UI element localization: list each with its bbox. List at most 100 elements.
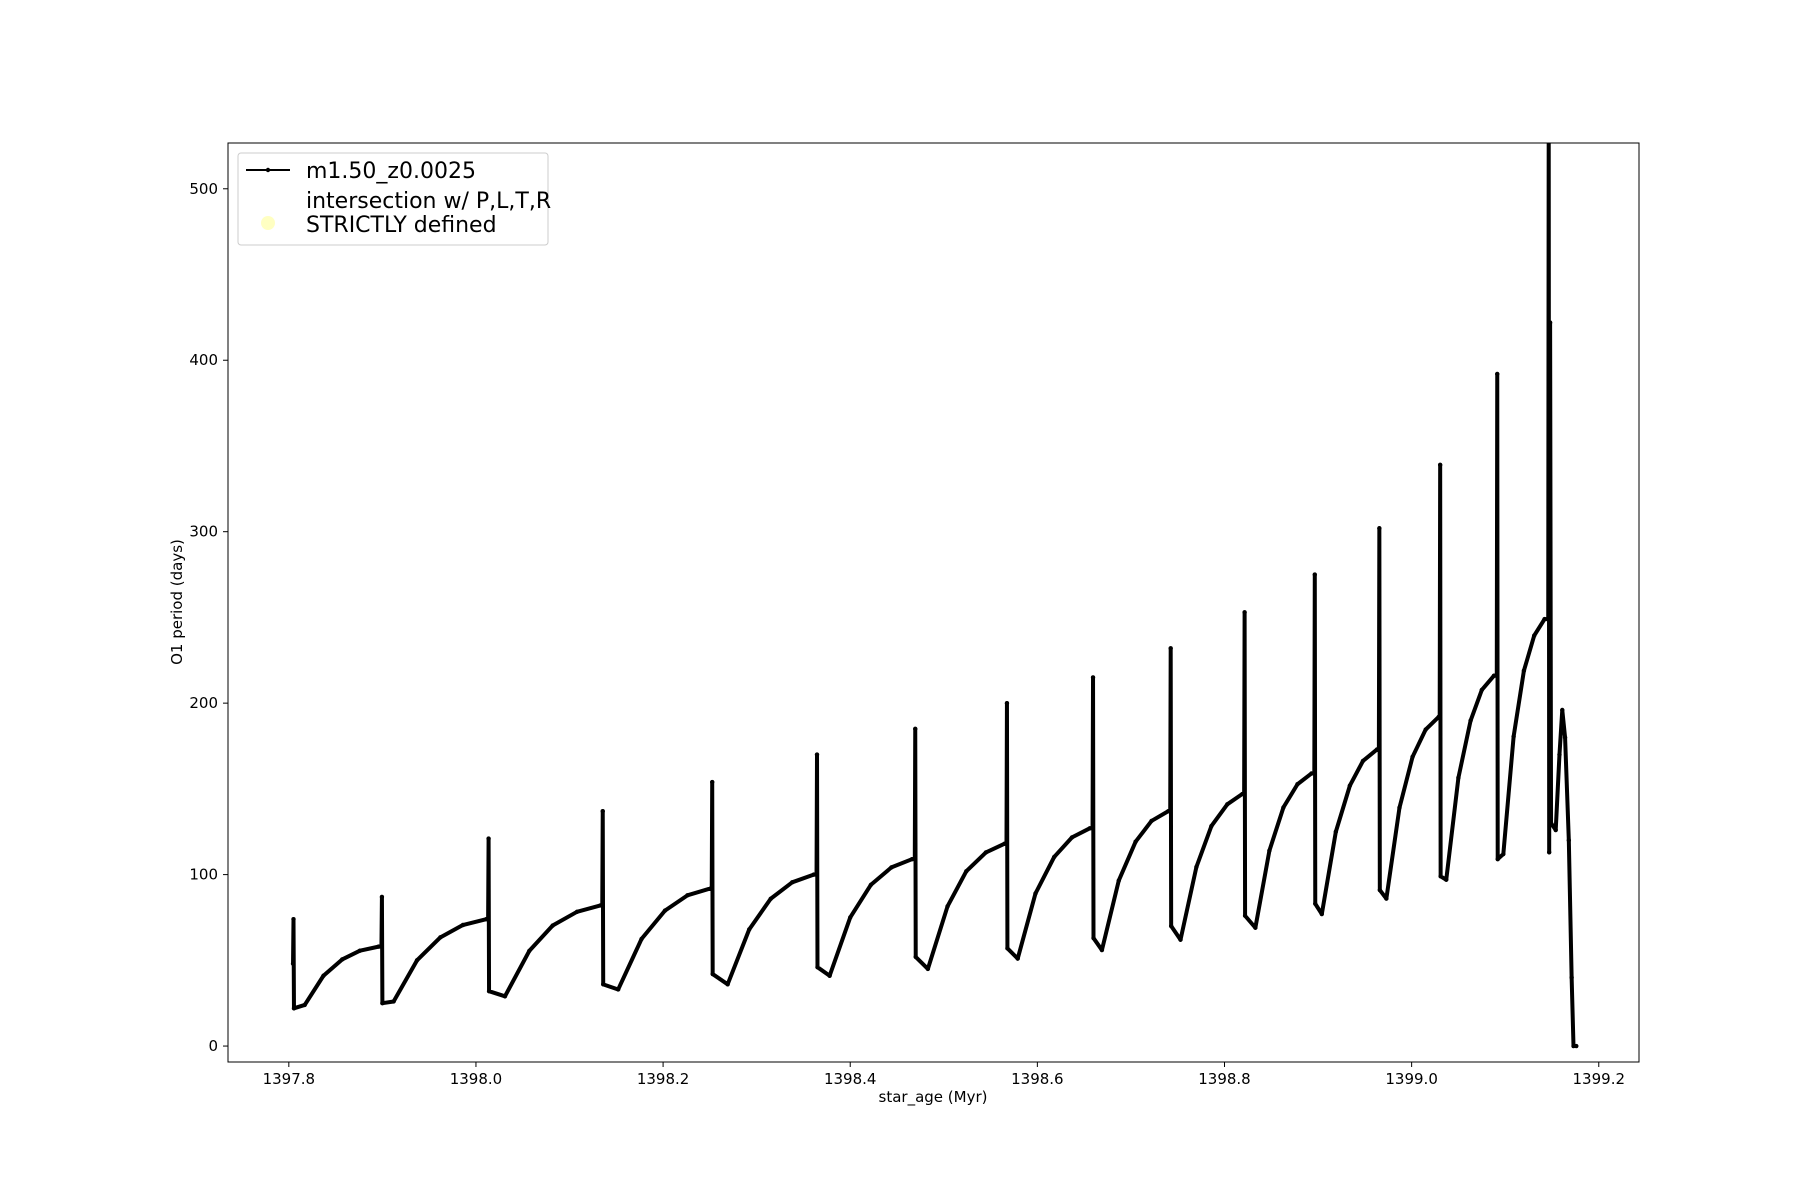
data-point: [709, 886, 714, 891]
data-point: [1560, 707, 1565, 713]
data-point: [1423, 727, 1428, 732]
data-point: [1376, 747, 1382, 752]
data-point: [1546, 616, 1551, 622]
data-point: [814, 752, 820, 757]
data-point: [1099, 947, 1105, 953]
data-point: [1479, 687, 1485, 693]
data-point: [601, 982, 606, 987]
data-point: [848, 915, 853, 920]
legend-box: [237, 152, 549, 246]
data-point: [889, 865, 894, 870]
data-point: [1312, 771, 1317, 776]
legend-label: intersection w/ P,L,T,R STRICTLY defined: [306, 189, 551, 238]
y-tick-label: 300: [189, 523, 218, 541]
x-axis-label: star_age (Myr): [879, 1088, 988, 1107]
x-tick-label: 1398.2: [637, 1070, 690, 1088]
x-tick-label: 1398.4: [824, 1070, 877, 1088]
data-point: [379, 894, 385, 900]
data-point: [1033, 891, 1038, 896]
data-point: [1574, 1043, 1579, 1049]
x-tick-label: 1398.8: [1198, 1070, 1251, 1088]
data-point: [1521, 668, 1527, 673]
data-point: [1397, 805, 1402, 810]
data-point: [1495, 856, 1500, 862]
data-point: [1501, 851, 1506, 857]
data-point: [1511, 734, 1516, 739]
y-tick-label: 500: [189, 180, 218, 198]
data-point: [615, 987, 621, 992]
data-point: [1004, 841, 1009, 846]
data-point: [662, 908, 668, 913]
data-point: [1209, 823, 1214, 829]
data-point: [600, 808, 605, 814]
data-point: [1194, 864, 1199, 870]
data-point: [768, 896, 773, 901]
y-tick-label: 200: [189, 694, 218, 712]
data-point: [574, 909, 580, 915]
data-point: [1494, 673, 1499, 678]
data-point: [746, 927, 752, 932]
data-point: [1116, 878, 1121, 883]
data-point: [925, 966, 931, 972]
data-point: [1241, 791, 1247, 797]
data-point: [600, 903, 605, 908]
data-point: [485, 916, 491, 922]
data-point: [725, 982, 730, 987]
data-point: [1225, 802, 1230, 807]
x-tick-label: 1397.8: [263, 1070, 316, 1088]
plot-area: [290, 143, 1579, 1049]
data-point: [1333, 829, 1339, 834]
data-point: [1253, 925, 1258, 930]
data-point: [1090, 826, 1095, 831]
y-axis-label: O1 period (days): [168, 539, 186, 665]
data-point: [1437, 462, 1443, 468]
data-point: [1005, 946, 1010, 951]
data-point: [1090, 675, 1096, 680]
data-point: [1242, 913, 1248, 918]
data-point: [1532, 633, 1537, 638]
data-point: [1242, 610, 1247, 615]
data-point: [913, 726, 918, 732]
data-point: [1281, 805, 1286, 810]
legend-label: m1.50_z0.0025: [306, 159, 476, 184]
data-point: [827, 973, 832, 978]
data-point: [460, 922, 466, 928]
data-point: [1557, 752, 1562, 757]
data-point: [414, 958, 420, 963]
data-point: [502, 994, 508, 999]
data-point: [815, 964, 820, 970]
y-tick-label: 400: [189, 351, 218, 369]
data-point: [1562, 735, 1568, 740]
data-point: [486, 988, 492, 994]
data-point: [868, 882, 874, 888]
x-tick-label: 1399.2: [1573, 1070, 1626, 1088]
data-point: [380, 1000, 385, 1006]
legend-marker: [265, 167, 271, 173]
data-point: [1052, 854, 1057, 860]
data-point: [1312, 572, 1317, 577]
data-point: [1410, 754, 1415, 760]
data-point: [1015, 956, 1020, 961]
data-point: [438, 935, 443, 940]
data-point: [1168, 923, 1174, 929]
data-point: [1091, 935, 1096, 941]
data-point: [291, 1006, 297, 1011]
data-point: [1437, 714, 1442, 720]
axes-frame: [227, 142, 1640, 1063]
data-point: [291, 916, 296, 922]
data-point: [1377, 526, 1382, 531]
data-point: [814, 872, 819, 877]
data-point: [1468, 718, 1473, 723]
data-point: [685, 893, 690, 898]
data-point: [1547, 320, 1553, 325]
data-point: [1149, 818, 1154, 824]
y-tick-label: 100: [189, 866, 218, 884]
data-point: [1133, 839, 1138, 844]
data-point: [639, 936, 644, 942]
data-point: [1267, 848, 1272, 853]
data-point: [302, 1002, 307, 1008]
x-tick-label: 1399.0: [1385, 1070, 1438, 1088]
data-point: [527, 948, 532, 954]
x-tick-label: 1398.0: [450, 1070, 503, 1088]
